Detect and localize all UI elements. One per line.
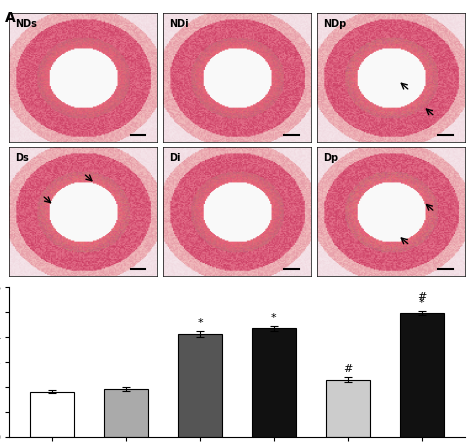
Bar [252, 328, 296, 437]
Text: #: # [343, 364, 353, 375]
Text: NDp: NDp [323, 19, 346, 29]
Text: Dp: Dp [323, 153, 338, 163]
Text: A: A [5, 11, 16, 25]
Text: *: * [197, 318, 203, 328]
Bar [178, 334, 222, 437]
Bar [30, 392, 74, 437]
Bar [104, 389, 148, 437]
Text: NDs: NDs [15, 19, 37, 29]
Text: Di: Di [169, 153, 181, 163]
Text: Ds: Ds [15, 153, 29, 163]
Text: *: * [419, 297, 425, 308]
Bar [326, 380, 370, 437]
Text: #: # [417, 292, 426, 302]
Bar [400, 313, 444, 437]
Text: *: * [271, 313, 277, 322]
Text: NDi: NDi [169, 19, 189, 29]
